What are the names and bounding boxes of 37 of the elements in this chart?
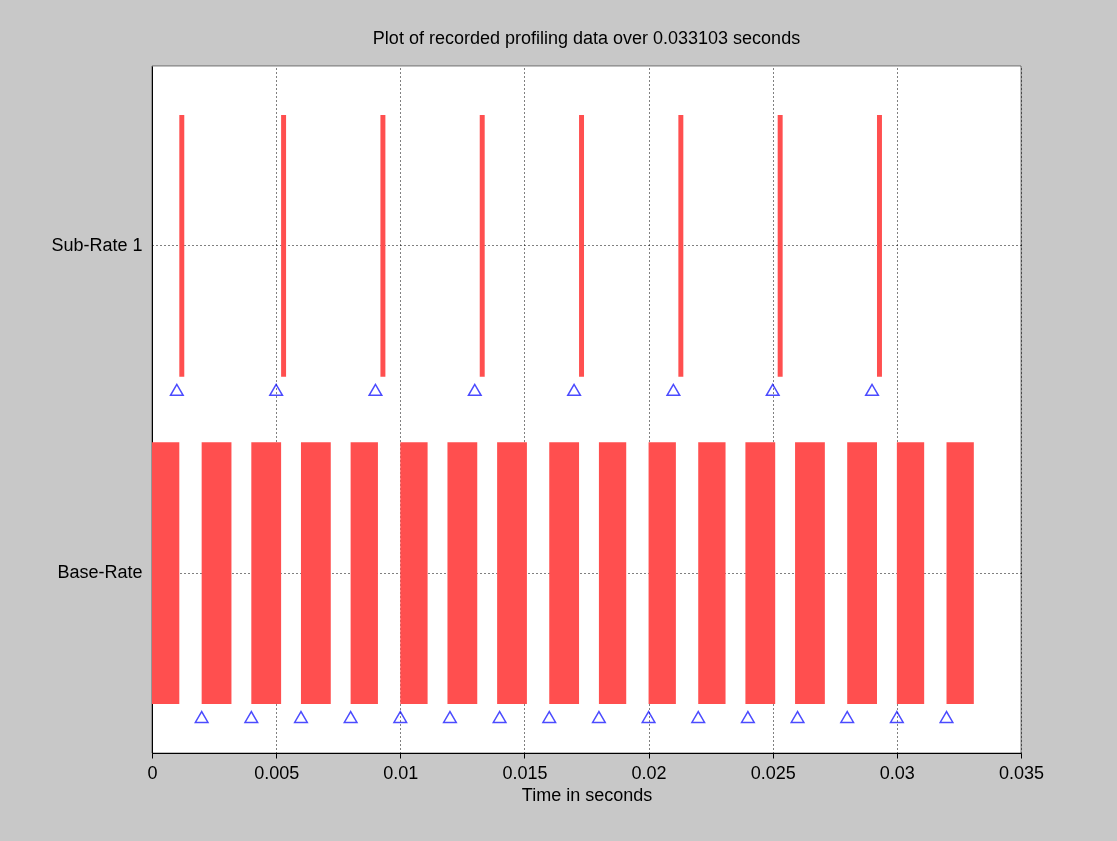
chart-title: Plot of recorded profiling data over 0.033103 seconds [372, 28, 801, 48]
bar [795, 442, 825, 704]
bar [549, 442, 580, 704]
bar [745, 442, 776, 704]
x-tick-label: 0 [147, 762, 158, 783]
x-tick-label: 0.025 [750, 762, 796, 783]
y-tick-label: Sub-Rate 1 [51, 234, 143, 255]
bar [598, 442, 627, 704]
x-tick-label: 0.02 [631, 762, 667, 783]
x-tick-label: 0.015 [502, 762, 548, 783]
x-tick-label: 0.035 [998, 762, 1045, 783]
bar [380, 115, 386, 377]
bar [777, 115, 783, 377]
bar [251, 442, 282, 704]
bar [152, 442, 180, 704]
bar [400, 442, 428, 704]
bar [281, 115, 287, 377]
bar [447, 442, 478, 704]
bar [698, 442, 726, 704]
bar [179, 115, 185, 377]
x-tick-label: 0.03 [879, 762, 915, 783]
y-tick-label: Base-Rate [57, 562, 143, 583]
bar [201, 442, 232, 704]
bar [896, 442, 925, 704]
bar [946, 442, 974, 704]
bar [350, 442, 378, 704]
bar [479, 115, 485, 377]
x-axis-title: Time in seconds [521, 784, 653, 805]
bar [678, 115, 684, 377]
bar [579, 115, 585, 377]
bar [847, 442, 877, 704]
bar [497, 442, 527, 704]
bar [876, 115, 882, 377]
bar [300, 442, 331, 704]
bar [648, 442, 676, 704]
x-tick-label: 0.005 [254, 762, 300, 783]
x-tick-label: 0.01 [383, 762, 419, 783]
